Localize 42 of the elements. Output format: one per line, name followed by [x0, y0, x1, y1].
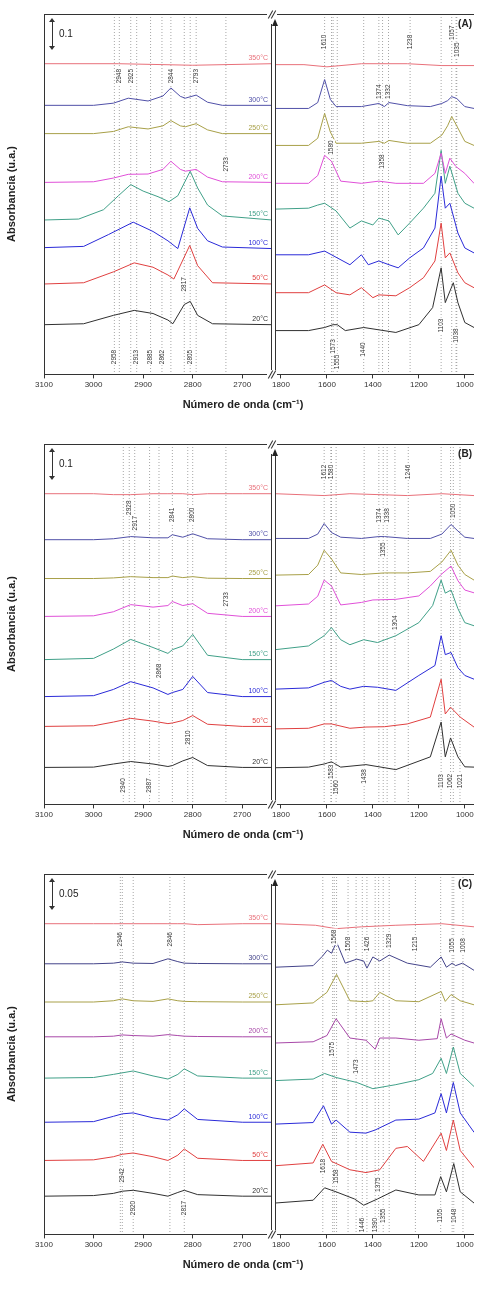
x-tick-label: 1200 [409, 380, 429, 390]
x-tick-label: 2800 [183, 1240, 203, 1250]
x-axis-title: Número de onda (cm⁻¹) [181, 397, 305, 411]
x-tick-label: 1600 [318, 380, 337, 390]
y-axis-title: Absorbancia (u.a.) [5, 1006, 17, 1103]
x-tick-label: 1600 [318, 810, 337, 820]
x-tick-label: 1600 [318, 1240, 337, 1250]
x-tick-label: 1400 [363, 1240, 383, 1250]
x-tick-label: 3100 [35, 810, 54, 820]
x-tick-label: 1000 [455, 1240, 475, 1250]
x-tick-label: 2900 [134, 1240, 153, 1250]
y-axis-title: Absorbancia (u.a.) [5, 576, 17, 673]
x-axis-title: Número de onda (cm⁻¹) [181, 827, 305, 841]
x-axis-title: Número de onda (cm⁻¹) [181, 1257, 305, 1271]
y-axis-title: Absorbancia (u.a.) [5, 146, 17, 243]
text: 0.1 [59, 457, 74, 469]
x-tick-label: 2700 [233, 1240, 252, 1250]
x-tick-label: 1200 [409, 1240, 429, 1250]
x-tick-label: 3000 [84, 380, 104, 390]
text: (B) [458, 447, 472, 459]
x-tick-label: 1800 [272, 1240, 291, 1250]
x-tick-label: 1000 [455, 380, 475, 390]
x-tick-label: 2700 [233, 380, 252, 390]
text: (A) [458, 17, 472, 29]
x-tick-label: 2800 [183, 810, 203, 820]
text: 0.05 [59, 887, 79, 899]
text: (C) [458, 877, 472, 889]
x-tick-label: 3000 [84, 810, 104, 820]
x-tick-label: 3100 [35, 1240, 54, 1250]
x-tick-label: 2900 [134, 810, 153, 820]
x-tick-label: 1000 [455, 810, 475, 820]
x-tick-label: 1400 [363, 810, 383, 820]
x-tick-label: 1800 [272, 380, 291, 390]
text: 0.1 [59, 27, 74, 39]
x-tick-label: 1200 [409, 810, 429, 820]
x-tick-label: 2900 [134, 380, 153, 390]
x-tick-label: 1400 [363, 380, 383, 390]
x-tick-label: 2800 [183, 380, 203, 390]
x-tick-label: 2700 [233, 810, 252, 820]
x-tick-label: 3100 [35, 380, 54, 390]
x-tick-label: 1800 [272, 810, 291, 820]
x-tick-label: 3000 [84, 1240, 104, 1250]
